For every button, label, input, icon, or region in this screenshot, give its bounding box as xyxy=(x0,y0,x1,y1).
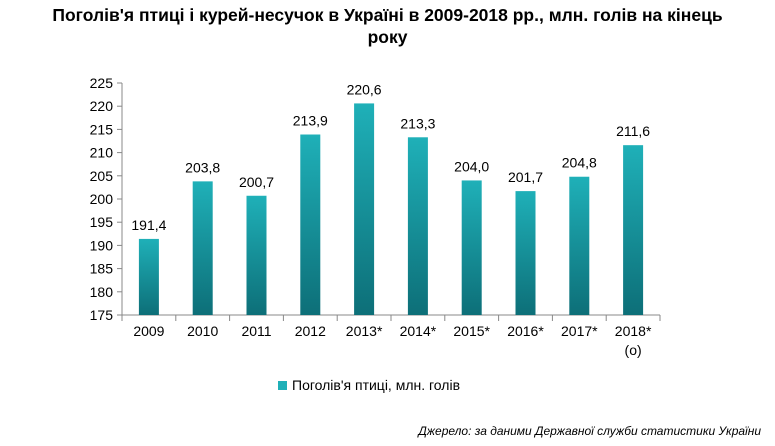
bar xyxy=(407,137,428,315)
legend-swatch xyxy=(278,380,287,390)
bar-value-label: 213,9 xyxy=(293,113,328,129)
y-tick-label: 210 xyxy=(90,145,114,161)
bar xyxy=(192,181,213,315)
bar-value-label: 204,8 xyxy=(562,155,597,171)
y-tick-label: 205 xyxy=(90,168,114,184)
x-tick-sublabel: (о) xyxy=(625,342,642,358)
bar-value-label: 201,7 xyxy=(508,169,543,185)
bar-value-label: 200,7 xyxy=(239,174,274,190)
y-tick-label: 195 xyxy=(90,214,114,230)
y-tick-label: 215 xyxy=(90,121,114,137)
x-tick-label: 2016* xyxy=(507,323,544,339)
bar xyxy=(246,195,267,315)
bar xyxy=(623,145,644,315)
x-tick-label: 2010 xyxy=(187,323,218,339)
bar xyxy=(461,180,482,315)
chart-title: Поголів'я птиці і курей-несучок в Україн… xyxy=(0,4,775,48)
y-axis: 175 180 185 190 195 200 205 210 215 220 225 xyxy=(90,75,123,323)
chart-title-line-1: Поголів'я птиці і курей-несучок в Україн… xyxy=(52,5,723,25)
y-tick-label: 185 xyxy=(90,261,114,277)
bar-value-label: 203,8 xyxy=(185,159,220,175)
x-tick-label: 2009 xyxy=(133,323,164,339)
data-labels: 191,4 203,8 200,7 213,9 220,6 213,3 204,0 201,7… xyxy=(131,81,650,232)
x-tick-label: 2014* xyxy=(400,323,437,339)
bar xyxy=(515,191,536,315)
x-axis: 2009 2010 2011 2012 2013* 2014* 2015* 2016* 2017… xyxy=(121,314,661,358)
y-tick-label: 175 xyxy=(90,307,114,323)
x-tick-label: 2017* xyxy=(561,323,598,339)
y-tick-label: 220 xyxy=(90,98,114,114)
x-tick-label: 2018* xyxy=(615,323,652,339)
bar-value-label: 204,0 xyxy=(454,158,489,174)
legend-label: Поголів'я птиці, млн. голів xyxy=(292,377,461,393)
x-tick-label: 2012 xyxy=(295,323,326,339)
bar-value-label: 220,6 xyxy=(347,81,382,97)
y-tick-label: 190 xyxy=(90,237,114,253)
chart-title-line-2: року xyxy=(367,27,408,47)
bar-value-label: 211,6 xyxy=(616,123,650,139)
bar-value-label: 213,3 xyxy=(400,115,435,131)
bar xyxy=(138,238,159,315)
bar xyxy=(569,176,590,315)
x-tick-label: 2015* xyxy=(453,323,490,339)
source-note: Джерело: за даними Державної служби стат… xyxy=(418,424,761,438)
y-tick-label: 225 xyxy=(90,75,114,91)
y-tick-label: 200 xyxy=(90,191,114,207)
bar xyxy=(354,103,375,315)
x-tick-label: 2013* xyxy=(346,323,383,339)
bar xyxy=(300,134,321,315)
x-tick-label: 2011 xyxy=(241,323,271,339)
y-tick-label: 180 xyxy=(90,284,114,300)
bars xyxy=(138,103,644,315)
bar-value-label: 191,4 xyxy=(131,217,166,233)
legend: Поголів'я птиці, млн. голів xyxy=(278,377,460,393)
